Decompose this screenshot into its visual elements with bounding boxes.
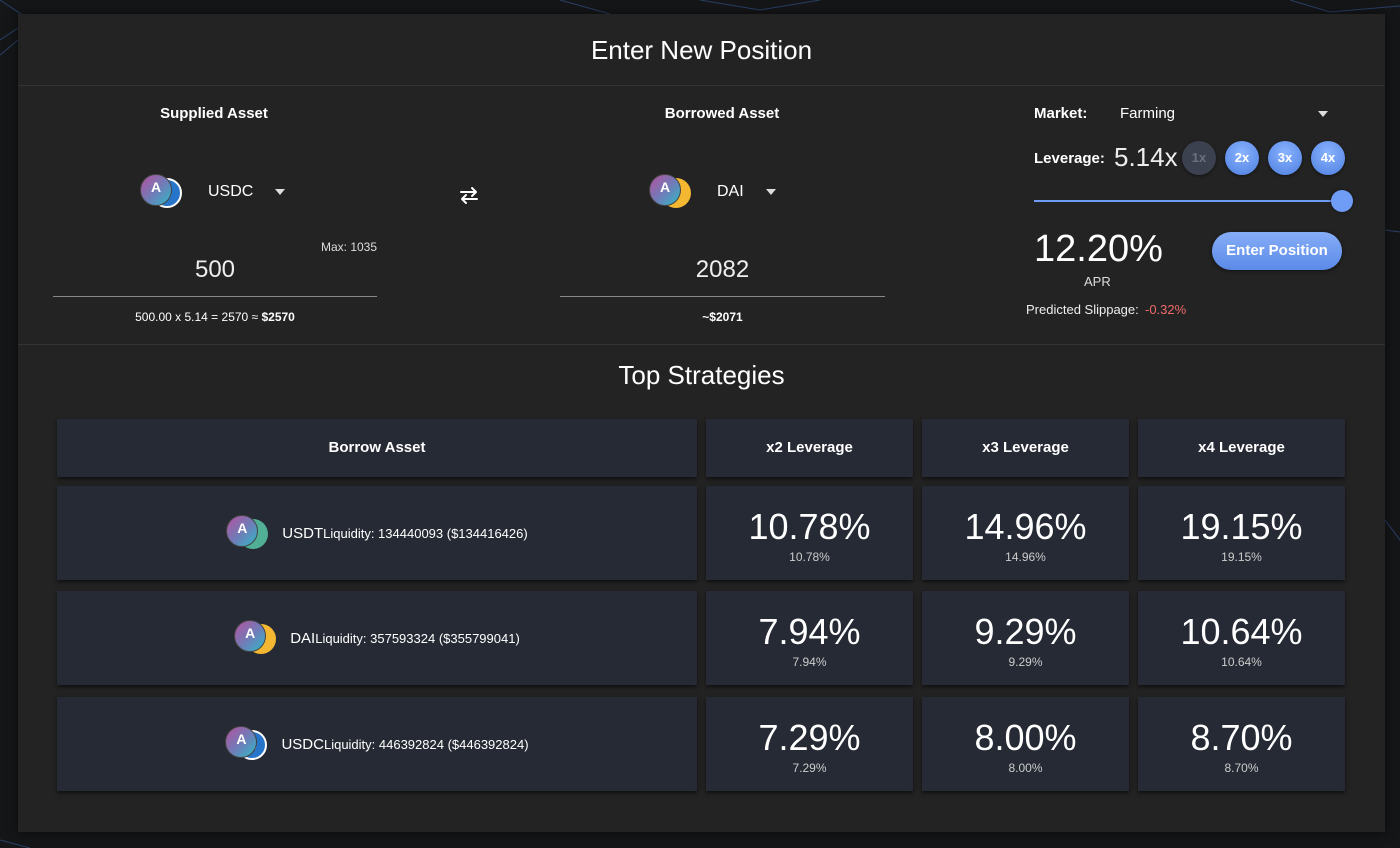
chevron-down-icon <box>765 189 776 195</box>
page-title: Enter New Position <box>590 35 813 65</box>
leverage-slider-handle[interactable] <box>1331 190 1353 212</box>
leverage-4x-button[interactable]: 4x <box>1311 141 1345 175</box>
strategy-apr-sub: 7.29% <box>792 761 827 775</box>
slippage-value: -0.32% <box>1145 302 1187 317</box>
apr-label: APR <box>1084 274 1111 289</box>
strategy-apr: 19.15% <box>1180 506 1303 547</box>
strategy-apr-sub: 14.96% <box>1005 550 1046 564</box>
borrowed-asset-select[interactable]: A ≡ DAI <box>649 172 776 212</box>
strategy-apr: 8.00% <box>974 717 1077 758</box>
supplied-asset-name: USDC <box>208 183 254 200</box>
strategy-apr: 14.96% <box>964 506 1087 547</box>
market-select[interactable]: Farming <box>1120 105 1176 122</box>
strategy-apr-sub: 8.00% <box>1008 761 1043 775</box>
chevron-down-icon <box>275 189 286 195</box>
strategy-liquidity: Liquidity: 357593324 ($355799041) <box>315 630 520 646</box>
calc-expression: 500.00 x 5.14 = 2570 ≈ <box>135 310 262 324</box>
leverage-value: 5.14x <box>1114 142 1178 172</box>
strategy-row-dai[interactable]: A ≡ DAI Liquidity: 357593324 ($355799041… <box>57 591 697 685</box>
leverage-2x-button[interactable]: 2x <box>1225 141 1259 175</box>
usdc-token-icon: A $ <box>225 726 271 762</box>
leverage-slider-track[interactable] <box>1034 200 1344 202</box>
strategy-apr-sub: 19.15% <box>1221 550 1262 564</box>
calc-total: $2570 <box>261 310 295 324</box>
strategy-apr-sub: 7.94% <box>792 655 827 669</box>
header-borrow-asset: Borrow Asset <box>57 419 697 477</box>
slippage-label: Predicted Slippage: <box>1026 302 1139 317</box>
borrowed-amount-underline <box>560 296 885 297</box>
supplied-asset-select[interactable]: A $ USDC <box>140 172 286 212</box>
strategy-apr: 7.29% <box>758 717 861 758</box>
borrowed-asset-label: Borrowed Asset <box>664 105 780 122</box>
apr-value: 12.20% <box>1034 228 1163 270</box>
strategy-x2-cell[interactable]: 7.94% 7.94% <box>706 591 913 685</box>
strategy-apr-sub: 9.29% <box>1008 655 1043 669</box>
strategy-x2-cell[interactable]: 7.29% 7.29% <box>706 697 913 791</box>
strategy-x3-cell[interactable]: 14.96% 14.96% <box>922 486 1129 580</box>
strategy-apr: 8.70% <box>1190 717 1293 758</box>
usdc-token-icon: A $ <box>140 174 186 210</box>
strategy-apr: 10.78% <box>748 506 871 547</box>
supplied-asset-label: Supplied Asset <box>160 105 268 122</box>
supplied-amount-input[interactable]: 500 <box>194 256 236 283</box>
strategy-asset-symbol: USDC <box>281 735 324 753</box>
strategy-asset-symbol: USDT <box>282 524 324 542</box>
strategy-apr: 10.64% <box>1180 611 1303 652</box>
market-chevron-down-icon[interactable] <box>1318 111 1328 117</box>
strategy-row-usdt[interactable]: A T USDT Liquidity: 134440093 ($13441642… <box>57 486 697 580</box>
strategy-x2-cell[interactable]: 10.78% 10.78% <box>706 486 913 580</box>
strategy-apr-sub: 10.78% <box>789 550 830 564</box>
strategy-x4-cell[interactable]: 19.15% 19.15% <box>1138 486 1345 580</box>
usdt-token-icon: A T <box>226 515 272 551</box>
strategy-x4-cell[interactable]: 10.64% 10.64% <box>1138 591 1345 685</box>
supplied-calc: 500.00 x 5.14 = 2570 ≈ $2570 <box>53 310 377 324</box>
swap-icon[interactable] <box>458 184 480 206</box>
max-amount-label[interactable]: Max: 1035 <box>321 240 378 254</box>
divider <box>18 344 1385 345</box>
enter-position-button[interactable]: Enter Position <box>1212 232 1342 270</box>
strategy-liquidity: Liquidity: 446392824 ($446392824) <box>323 736 529 752</box>
strategy-apr-sub: 10.64% <box>1221 655 1262 669</box>
dai-token-icon: A ≡ <box>649 174 695 210</box>
strategy-x3-cell[interactable]: 8.00% 8.00% <box>922 697 1129 791</box>
strategy-apr: 9.29% <box>974 611 1077 652</box>
strategy-apr-sub: 8.70% <box>1224 761 1259 775</box>
dai-token-icon: A ≡ <box>234 620 280 656</box>
leverage-label: Leverage: <box>1034 150 1105 167</box>
top-strategies-title: Top Strategies <box>618 360 785 390</box>
divider <box>18 85 1385 86</box>
header-x2-leverage: x2 Leverage <box>706 419 913 477</box>
header-x3-leverage: x3 Leverage <box>922 419 1129 477</box>
strategy-x4-cell[interactable]: 8.70% 8.70% <box>1138 697 1345 791</box>
strategy-apr: 7.94% <box>758 611 861 652</box>
leverage-1x-button[interactable]: 1x <box>1182 141 1216 175</box>
borrowed-asset-name: DAI <box>717 183 744 200</box>
borrowed-usd-value: ~$2071 <box>702 310 743 324</box>
header-x4-leverage: x4 Leverage <box>1138 419 1345 477</box>
borrowed-amount-input[interactable]: 2082 <box>695 256 750 283</box>
strategy-row-usdc[interactable]: A $ USDC Liquidity: 446392824 ($44639282… <box>57 697 697 791</box>
strategy-x3-cell[interactable]: 9.29% 9.29% <box>922 591 1129 685</box>
strategy-asset-symbol: DAI <box>290 629 316 647</box>
strategy-liquidity: Liquidity: 134440093 ($134416426) <box>323 525 528 541</box>
position-card: Enter New Position Supplied Asset A $ US… <box>18 14 1385 832</box>
supplied-amount-underline <box>53 296 377 297</box>
market-label: Market: <box>1034 105 1088 122</box>
leverage-3x-button[interactable]: 3x <box>1268 141 1302 175</box>
